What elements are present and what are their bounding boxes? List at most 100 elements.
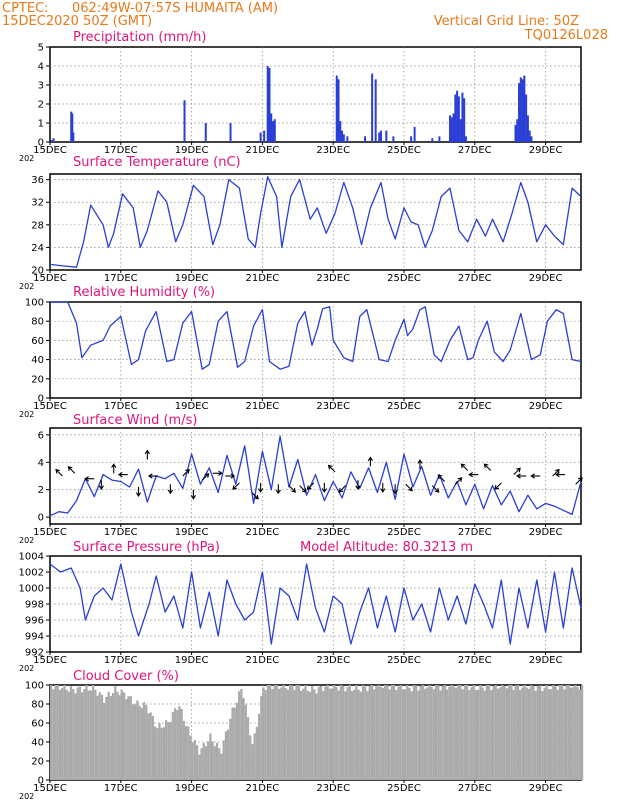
cloud-bar bbox=[428, 685, 431, 780]
cloud-bar bbox=[50, 685, 53, 780]
cloud-bar bbox=[253, 733, 256, 780]
cloud-bar bbox=[156, 728, 159, 780]
cloud-bar bbox=[375, 686, 378, 780]
cloud-bar bbox=[415, 685, 418, 780]
wind-arrow-head bbox=[204, 473, 210, 478]
pres-ytick-label: 994 bbox=[25, 632, 44, 643]
cloud-bar bbox=[246, 717, 250, 780]
rh-xtick-label: 25DEC bbox=[387, 401, 421, 412]
cloud-ytick-label: 20 bbox=[31, 757, 44, 768]
cloud-bar bbox=[193, 740, 197, 780]
cloud-bar bbox=[558, 685, 562, 780]
cloud-bar bbox=[242, 698, 245, 780]
cloud-bar bbox=[410, 691, 413, 780]
wind-arrow-head bbox=[437, 474, 443, 480]
cloud-bar bbox=[353, 689, 356, 780]
wind-arrow-head bbox=[380, 488, 386, 493]
cloud-bar bbox=[54, 685, 57, 780]
cloud-bar bbox=[138, 706, 141, 780]
cloud-bar bbox=[222, 740, 225, 780]
cloud-bar bbox=[488, 685, 491, 780]
cloud-bar bbox=[215, 742, 219, 780]
cloud-bar bbox=[207, 741, 210, 780]
precip-bar bbox=[410, 136, 413, 142]
wind-arrow-head bbox=[232, 485, 238, 490]
cloud-bar bbox=[470, 687, 473, 780]
cloud-bar bbox=[379, 686, 382, 780]
cloud-bar bbox=[204, 746, 208, 780]
cloud-bar bbox=[297, 685, 301, 780]
cloud-xtick-label: 23DEC bbox=[316, 783, 350, 794]
cloud-bar bbox=[227, 729, 230, 780]
cloud-bar bbox=[266, 685, 270, 780]
wind-frame bbox=[49, 427, 582, 525]
cloud-bar bbox=[271, 689, 274, 780]
cloud-bar bbox=[450, 685, 453, 780]
precip-bar bbox=[229, 123, 232, 142]
cloud-bar bbox=[536, 685, 539, 780]
cloud-bar bbox=[180, 708, 183, 780]
cloud-xtick-label: 25DEC bbox=[387, 783, 421, 794]
rh-xtick-label: 15DEC bbox=[33, 401, 67, 412]
wind-arrow-shaft bbox=[68, 466, 76, 474]
precip-bar bbox=[392, 136, 395, 142]
wind-year-label: 202 bbox=[19, 536, 34, 545]
cloud-bar bbox=[510, 685, 513, 780]
wind-title: Surface Wind (m/s) bbox=[73, 413, 197, 428]
cloud-bar bbox=[191, 742, 194, 780]
cloud-bar bbox=[162, 727, 166, 780]
cloud-bar bbox=[547, 689, 551, 780]
cloud-xtick-label: 27DEC bbox=[458, 783, 492, 794]
cloud-bar bbox=[302, 688, 305, 780]
pres-ytick-label: 998 bbox=[25, 600, 44, 611]
precip-bar bbox=[364, 136, 367, 142]
pres-xtick-label: 21DEC bbox=[246, 655, 280, 666]
wind-arrow-shaft bbox=[437, 474, 446, 482]
precip-bar bbox=[528, 130, 531, 142]
cloud-bar bbox=[541, 691, 544, 780]
precip-ytick-label: 2 bbox=[38, 100, 44, 111]
precip-bar bbox=[378, 132, 381, 142]
cloud-year-label: 202 bbox=[19, 792, 34, 800]
rh-xtick-label: 21DEC bbox=[246, 401, 280, 412]
cloud-bar bbox=[368, 685, 371, 780]
cloud-bar bbox=[224, 731, 227, 780]
wind-arrow-shaft bbox=[232, 482, 240, 490]
cloud-bar bbox=[550, 689, 553, 780]
rh-xtick-label: 29DEC bbox=[529, 401, 563, 412]
cloud-bar bbox=[304, 685, 307, 780]
cloud-bar bbox=[563, 689, 566, 780]
cloud-bar bbox=[229, 718, 232, 780]
wind-arrow-shaft bbox=[483, 463, 492, 471]
rh-ytick-label: 20 bbox=[31, 374, 44, 385]
cloud-bar bbox=[581, 685, 584, 780]
cloud-bar bbox=[496, 688, 500, 780]
wind-arrow-head bbox=[460, 463, 466, 469]
cloud-bar bbox=[412, 685, 416, 780]
cloud-bar bbox=[578, 689, 581, 780]
cloud-bar bbox=[384, 685, 387, 780]
wind-arrow-head bbox=[468, 472, 473, 478]
wind-arrow-shaft bbox=[552, 469, 560, 477]
cloud-bar bbox=[134, 704, 137, 780]
cloud-bar bbox=[255, 726, 258, 780]
model-altitude: Model Altitude: 80.3213 m bbox=[300, 540, 473, 555]
cloud-bar bbox=[448, 686, 451, 780]
precip-bar bbox=[463, 98, 466, 142]
cloud-bar bbox=[167, 722, 170, 780]
header-source: CPTEC: bbox=[2, 1, 49, 16]
precip-bar bbox=[450, 117, 453, 142]
wind-arrow-shaft bbox=[431, 485, 440, 493]
cloud-bar bbox=[220, 753, 223, 780]
cloud-bar bbox=[293, 689, 296, 780]
cloud-bar bbox=[503, 686, 506, 780]
cloud-ytick-label: 80 bbox=[31, 700, 44, 711]
wind-ytick-label: 0 bbox=[38, 513, 44, 524]
header-run-code: TQ0126L028 bbox=[524, 28, 608, 43]
cloud-bar bbox=[357, 689, 360, 780]
cloud-bar bbox=[525, 687, 528, 780]
rh-ytick-label: 0 bbox=[38, 394, 44, 405]
precip-bar bbox=[259, 132, 262, 142]
cloud-bar bbox=[107, 691, 110, 780]
cloud-bar bbox=[404, 689, 407, 780]
